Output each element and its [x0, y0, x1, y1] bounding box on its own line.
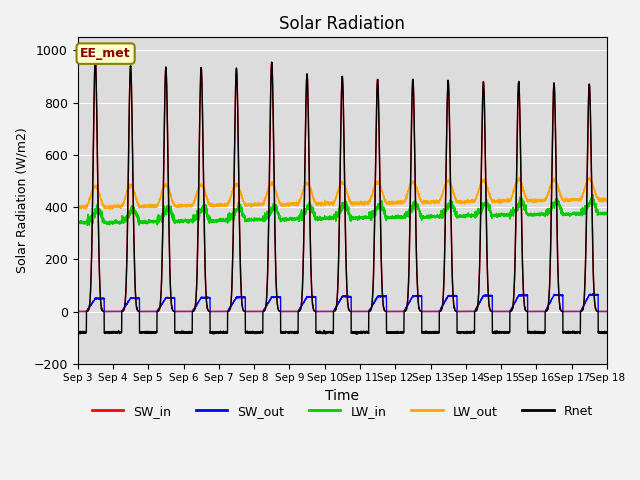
Line: SW_in: SW_in	[77, 58, 607, 312]
LW_in	[461, 214, 468, 219]
Line: Rnet: Rnet	[77, 58, 607, 334]
Y-axis label: Solar Radiation (W/m2): Solar Radiation (W/m2)	[15, 128, 28, 274]
LW_in	[74, 221, 81, 227]
SW_out	[461, 309, 468, 314]
Rnet	[603, 330, 611, 336]
LW_out	[491, 198, 499, 204]
SW_out	[169, 295, 177, 301]
Line: SW_out: SW_out	[77, 294, 607, 312]
Rnet	[74, 329, 81, 335]
LW_in	[603, 211, 611, 217]
Rnet	[461, 330, 468, 336]
SW_in	[491, 309, 499, 314]
LW_in	[602, 211, 610, 216]
LW_in	[589, 192, 596, 197]
LW_out	[106, 206, 113, 212]
Rnet	[432, 330, 440, 336]
SW_out	[431, 309, 439, 314]
SW_out	[491, 309, 499, 314]
SW_in	[169, 308, 177, 313]
LW_out	[74, 205, 81, 211]
Title: Solar Radiation: Solar Radiation	[279, 15, 405, 33]
LW_in	[83, 222, 91, 228]
SW_in	[603, 309, 611, 314]
SW_in	[74, 309, 81, 314]
LW_out	[461, 198, 468, 204]
LW_in	[491, 213, 499, 219]
LW_out	[431, 199, 439, 204]
LW_out	[515, 175, 523, 180]
LW_in	[169, 210, 177, 216]
LW_out	[603, 198, 611, 204]
Rnet	[323, 330, 330, 336]
SW_in	[461, 309, 468, 314]
SW_out	[323, 309, 330, 314]
SW_in	[602, 309, 610, 314]
Legend: SW_in, SW_out, LW_in, LW_out, Rnet: SW_in, SW_out, LW_in, LW_out, Rnet	[86, 400, 598, 423]
LW_in	[323, 216, 330, 222]
SW_out	[602, 309, 610, 314]
Rnet	[491, 330, 499, 336]
SW_out	[74, 309, 81, 314]
SW_in	[431, 309, 439, 314]
Rnet	[169, 308, 177, 313]
Rnet	[602, 330, 610, 336]
Line: LW_in: LW_in	[77, 194, 607, 225]
LW_out	[602, 197, 610, 203]
Rnet	[92, 55, 99, 61]
X-axis label: Time: Time	[325, 389, 359, 403]
LW_in	[431, 213, 439, 219]
Text: EE_met: EE_met	[80, 47, 131, 60]
LW_out	[323, 201, 330, 206]
SW_in	[92, 55, 99, 61]
Line: LW_out: LW_out	[77, 178, 607, 209]
SW_in	[323, 309, 330, 314]
Rnet	[353, 331, 361, 337]
SW_out	[603, 309, 611, 314]
SW_out	[589, 291, 596, 297]
LW_out	[169, 199, 177, 204]
